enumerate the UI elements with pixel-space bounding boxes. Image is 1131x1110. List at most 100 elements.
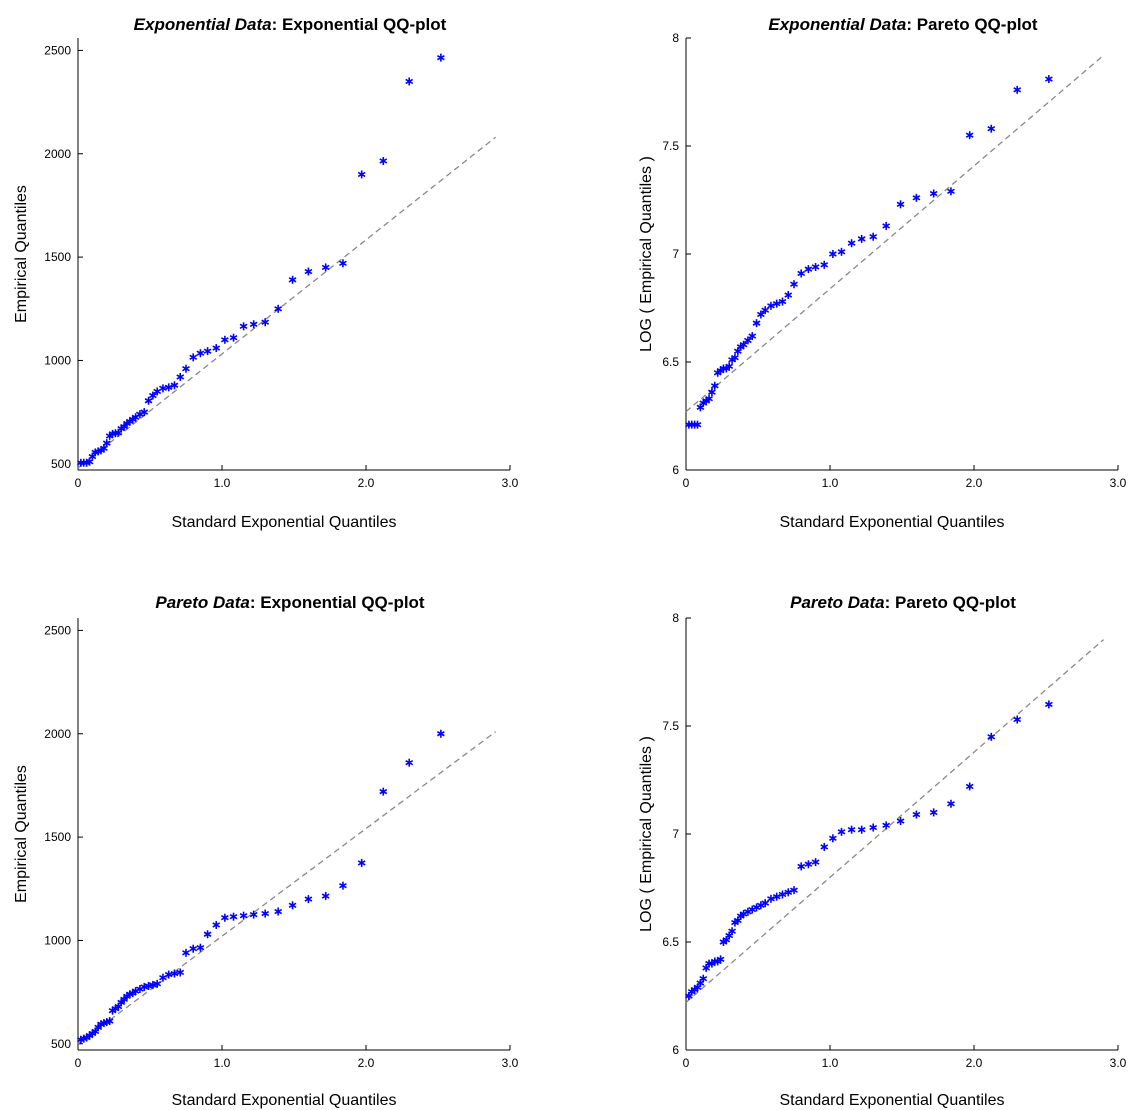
data-point (176, 372, 185, 381)
chart-title-rest: Pareto QQ-plot (895, 593, 1016, 612)
data-point (912, 193, 921, 202)
data-point (790, 280, 798, 289)
data-point (182, 364, 190, 373)
data-point (196, 349, 205, 358)
x-axis-label: Standard Exponential Quantiles (779, 1092, 1004, 1109)
data-point (203, 930, 212, 939)
chart-title-rest: Pareto QQ-plot (917, 15, 1038, 34)
data-point (176, 968, 185, 977)
data-point (148, 391, 157, 400)
data-point (731, 353, 739, 362)
data-point (869, 232, 878, 241)
data-point (778, 890, 787, 899)
data-point (339, 259, 347, 268)
y-tick-label: 1000 (44, 933, 71, 947)
data-point (708, 388, 716, 397)
y-axis-label: LOG ( Empirical Quantiles ) (638, 156, 655, 352)
chart-panel-1: Exponential Data: Exponential QQ-plot 0 1.… (13, 15, 519, 531)
data-point (405, 758, 414, 767)
x-tick-label: 0 (75, 476, 82, 490)
chart-title-italic: Exponential Data (134, 15, 272, 34)
y-tick-label: 7 (672, 827, 679, 841)
x-tick-label: 0 (75, 1056, 82, 1070)
x-tick-label: 1.0 (214, 476, 231, 490)
x-tick-label: 1.0 (822, 476, 839, 490)
data-point (761, 306, 770, 315)
data-point (857, 825, 866, 834)
y-tick-label: 7.5 (662, 719, 679, 733)
data-point (811, 858, 820, 867)
data-point (772, 892, 781, 901)
data-point (965, 782, 974, 791)
data-point (1044, 75, 1053, 84)
data-point (229, 912, 238, 921)
data-point (321, 892, 330, 901)
data-point (339, 881, 347, 890)
x-tick-label: 2.0 (966, 1056, 983, 1070)
reference-line (685, 54, 1105, 413)
reference-line (77, 136, 497, 469)
chart-title: Pareto Data: Exponential QQ-plot (155, 593, 425, 612)
y-tick-label: 2000 (44, 147, 71, 161)
data-point (1044, 700, 1053, 709)
x-tick-label: 3.0 (502, 476, 519, 490)
y-tick-label: 7.5 (662, 139, 679, 153)
chart-panel-4: Pareto Data: Pareto QQ-plot 0 1.0 2.0 3.0 6 6.… (638, 593, 1127, 1109)
x-axis-label: Standard Exponential Quantiles (171, 1092, 396, 1109)
data-point (261, 318, 270, 327)
data-point (405, 77, 414, 86)
data-point (239, 322, 248, 331)
y-tick-label: 6.5 (662, 935, 679, 949)
data-point (304, 895, 313, 904)
y-tick-label: 2500 (44, 623, 71, 637)
data-point (778, 297, 787, 306)
data-point (797, 862, 806, 871)
data-point (220, 335, 229, 344)
data-point (716, 955, 725, 964)
data-point (820, 260, 829, 269)
data-point (744, 336, 752, 345)
chart-title: Exponential Data: Exponential QQ-plot (134, 15, 447, 34)
x-tick-label: 3.0 (502, 1056, 519, 1070)
data-point (357, 170, 366, 179)
data-point (725, 362, 734, 371)
data-point (929, 808, 938, 817)
y-tick-label: 500 (51, 1037, 71, 1051)
data-point (170, 969, 179, 978)
data-point (929, 189, 938, 198)
data-point (847, 239, 856, 248)
x-tick-label: 1.0 (822, 1056, 839, 1070)
data-point (239, 911, 248, 920)
y-tick-label: 6 (672, 1043, 679, 1057)
data-point (767, 894, 775, 903)
chart-title: Pareto Data: Pareto QQ-plot (790, 593, 1016, 612)
data-point (153, 979, 162, 988)
data-point (212, 920, 221, 929)
data-point (693, 420, 702, 429)
data-point (164, 383, 173, 392)
y-tick-label: 1500 (44, 250, 71, 264)
data-point (105, 1017, 114, 1026)
data-point (784, 888, 793, 897)
data-point (288, 275, 297, 284)
data-point (170, 381, 179, 390)
data-point (882, 221, 891, 230)
data-point (752, 319, 761, 328)
x-tick-label: 2.0 (358, 476, 375, 490)
y-tick-label: 500 (51, 457, 71, 471)
data-point (847, 825, 856, 834)
y-tick-label: 6.5 (662, 355, 679, 369)
y-tick-label: 8 (672, 31, 679, 45)
data-point (159, 384, 167, 393)
y-tick-label: 7 (672, 247, 679, 261)
data-point (1013, 715, 1022, 724)
data-point (828, 834, 837, 843)
data-point (102, 439, 111, 448)
data-point (987, 732, 996, 741)
y-tick-label: 2500 (44, 43, 71, 57)
data-point (1013, 85, 1022, 94)
y-tick-label: 1500 (44, 830, 71, 844)
data-point (164, 970, 173, 979)
chart-panel-2: Exponential Data: Pareto QQ-plot 0 1.0 2.0 3… (638, 15, 1127, 531)
data-point (896, 817, 905, 826)
